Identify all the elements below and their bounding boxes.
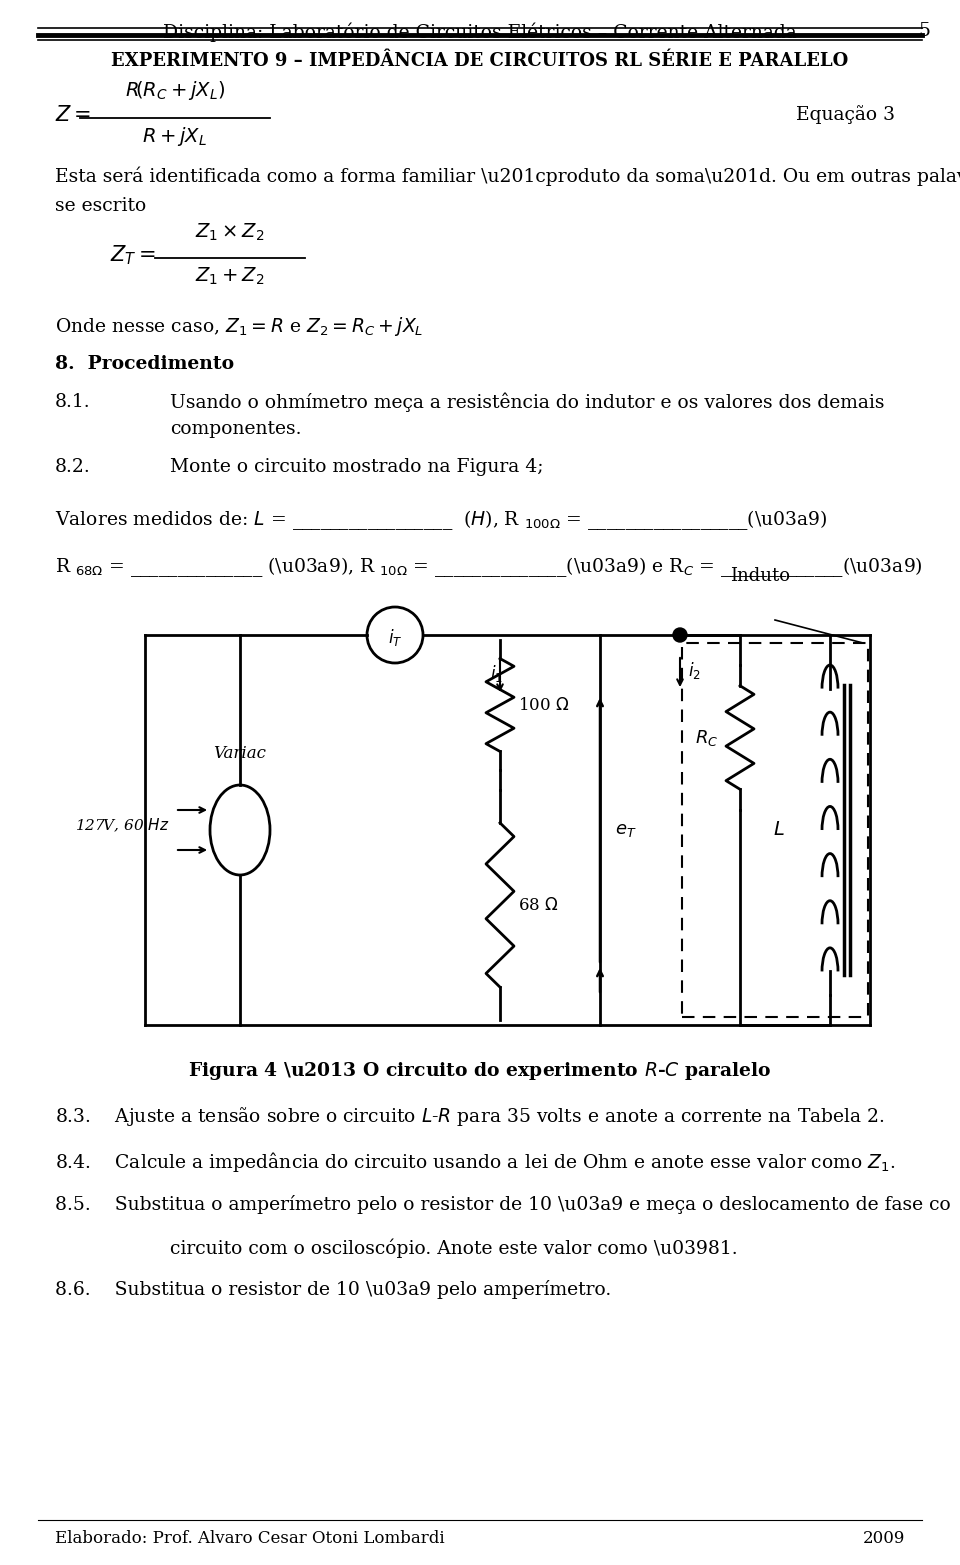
Text: 8.2.: 8.2.: [55, 459, 91, 476]
Text: $Z_1 + Z_2$: $Z_1 + Z_2$: [195, 266, 265, 288]
Text: 127V, 60 $Hz$: 127V, 60 $Hz$: [75, 817, 170, 834]
Text: $e_T$: $e_T$: [615, 822, 636, 839]
Text: $Z_T=$: $Z_T=$: [110, 243, 156, 266]
Text: se escrito: se escrito: [55, 197, 146, 214]
Circle shape: [673, 628, 687, 642]
Text: Esta será identificada como a forma familiar \u201cproduto da soma\u201d. Ou em : Esta será identificada como a forma fami…: [55, 167, 960, 186]
Text: 8.5.    Substitua o amperímetro pelo o resistor de 10 \u03a9 e meça o deslocamen: 8.5. Substitua o amperímetro pelo o resi…: [55, 1196, 950, 1214]
Text: Variac: Variac: [213, 745, 267, 762]
Text: 8.6.    Substitua o resistor de 10 \u03a9 pelo amperímetro.: 8.6. Substitua o resistor de 10 \u03a9 p…: [55, 1280, 612, 1299]
Text: $Z=$: $Z=$: [55, 105, 91, 125]
Text: 8.4.    Calcule a impedância do circuito usando a lei de Ohm e anote esse valor : 8.4. Calcule a impedância do circuito us…: [55, 1150, 896, 1174]
Text: $i_1$: $i_1$: [490, 664, 503, 684]
Text: $L$: $L$: [774, 822, 785, 839]
Text: 2009: 2009: [863, 1531, 905, 1546]
Text: Monte o circuito mostrado na Figura 4;: Monte o circuito mostrado na Figura 4;: [170, 459, 543, 476]
Text: Induto: Induto: [730, 567, 790, 585]
Bar: [682, 643, 868, 1017]
Text: 8.  Procedimento: 8. Procedimento: [55, 355, 234, 372]
Text: 5: 5: [918, 22, 930, 41]
Text: circuito com o osciloscópio. Anote este valor como \u03981.: circuito com o osciloscópio. Anote este …: [170, 1238, 737, 1258]
Text: Onde nesse caso, $Z_1 = R$ e $Z_2 = R_C + jX_L$: Onde nesse caso, $Z_1 = R$ e $Z_2 = R_C …: [55, 315, 423, 338]
Text: EXPERIMENTO 9 – IMPEDÂNCIA DE CIRCUITOS RL SÉRIE E PARALELO: EXPERIMENTO 9 – IMPEDÂNCIA DE CIRCUITOS …: [111, 52, 849, 70]
Text: $R\!\left(R_C + jX_L\right)$: $R\!\left(R_C + jX_L\right)$: [125, 78, 226, 102]
Text: Usando o ohmímetro meça a resistência do indutor e os valores dos demais: Usando o ohmímetro meça a resistência do…: [170, 393, 884, 413]
Text: Elaborado: Prof. Alvaro Cesar Otoni Lombardi: Elaborado: Prof. Alvaro Cesar Otoni Lomb…: [55, 1531, 444, 1546]
Text: componentes.: componentes.: [170, 419, 301, 438]
Text: $Z_1 \times Z_2$: $Z_1 \times Z_2$: [195, 222, 265, 243]
Text: $R_C$: $R_C$: [695, 728, 718, 748]
Text: $i_2$: $i_2$: [688, 660, 701, 681]
Text: $R + jX_L$: $R + jX_L$: [142, 125, 207, 149]
Text: $i_T$: $i_T$: [388, 626, 402, 648]
Text: 8.1.: 8.1.: [55, 393, 90, 412]
Text: 68 $\Omega$: 68 $\Omega$: [518, 897, 559, 914]
Text: Figura 4 \u2013 O circuito do experimento $R$-$C$ paralelo: Figura 4 \u2013 O circuito do experiment…: [188, 1060, 772, 1081]
Text: Valores medidos de: $L$ = _________________  ($H$), R $_{100\Omega}$ = _________: Valores medidos de: $L$ = ______________…: [55, 509, 828, 532]
Text: 8.3.    Ajuste a tensão sobre o circuito $L$-$R$ para 35 volts e anote a corrent: 8.3. Ajuste a tensão sobre o circuito $L…: [55, 1105, 885, 1128]
Text: Disciplina: Laboratório de Circuitos Elétricos – Corrente Alternada: Disciplina: Laboratório de Circuitos Elé…: [163, 22, 797, 42]
Text: 100 $\Omega$: 100 $\Omega$: [518, 696, 569, 714]
Text: Equação 3: Equação 3: [796, 105, 895, 125]
Text: R $_{68\Omega}$ = ______________ (\u03a9), R $_{10\Omega}$ = ______________(\u03: R $_{68\Omega}$ = ______________ (\u03a9…: [55, 556, 923, 579]
